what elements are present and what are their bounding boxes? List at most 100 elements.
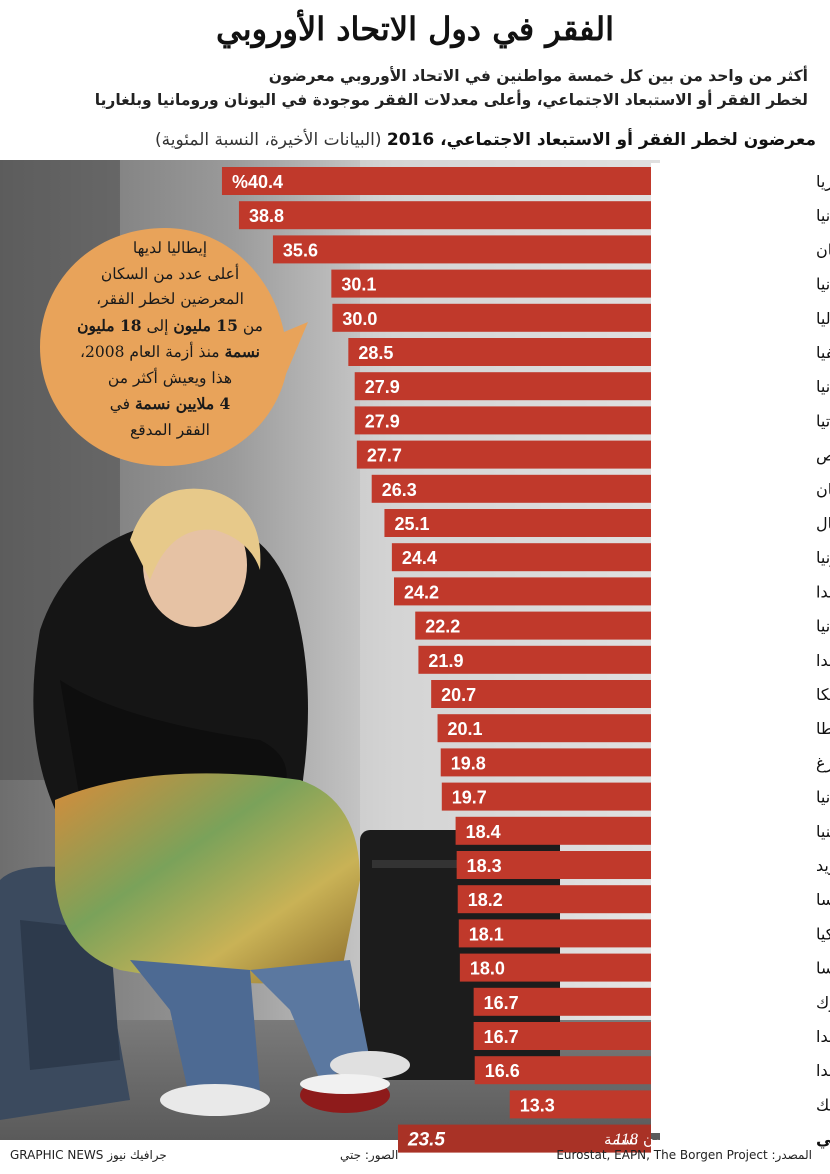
callout-18m: 18 مليون: [77, 315, 142, 335]
bar-value-label: 27.9: [365, 411, 400, 431]
bar: [331, 269, 651, 298]
label-column: [651, 163, 830, 1133]
bar-value-label: 21.9: [428, 651, 463, 671]
callout-text: إيطاليا لديها أعلى عدد من السكان المعرضي…: [52, 236, 288, 443]
eu-bar: [398, 1124, 651, 1153]
country-label: إسبانيا: [816, 377, 830, 396]
bar: [431, 680, 651, 708]
bar: [221, 167, 651, 195]
bar: [371, 474, 651, 503]
bar: [391, 543, 651, 572]
callout-since: منذ أزمة العام 2008،: [80, 343, 220, 361]
callout-to: إلى: [146, 316, 169, 335]
country-label: النمسا: [816, 959, 830, 978]
bar: [459, 953, 651, 982]
country-label: لاتفيا: [816, 343, 830, 362]
bar-value-label: 27.9: [365, 377, 400, 397]
subtitle: أكثر من واحد من بين كل خمسة مواطنين في ا…: [28, 64, 808, 112]
bar-value-label: 18.1: [469, 924, 504, 944]
bar: [458, 919, 651, 948]
bar: [440, 748, 651, 777]
bar-value-label: 24.4: [402, 548, 437, 568]
callout-line-1: إيطاليا لديها: [132, 239, 208, 257]
bar: [384, 509, 651, 537]
bar-value-label: 35.6: [283, 240, 318, 260]
country-label: اليونان: [816, 480, 830, 500]
bar-value-label: 19.8: [451, 753, 486, 773]
country-label: فنلندا: [816, 1061, 830, 1080]
bar: [437, 714, 651, 743]
country-label: بلجيكا: [816, 685, 830, 704]
subtitle-line-1: أكثر من واحد من بين كل خمسة مواطنين في ا…: [268, 67, 808, 85]
bar: [509, 1090, 651, 1119]
country-label: مالطا: [816, 719, 830, 738]
brand-credit: GRAPHIC NEWS جرافيك نيوز: [10, 1148, 167, 1162]
footer: المصدر: Eurostat, EAPN, The Borgen Proje…: [0, 1142, 830, 1174]
subtitle-line-2: لخطر الفقر أو الاستبعاد الاجتماعي، وأعلى…: [94, 91, 808, 109]
bar: [473, 987, 651, 1016]
callout-line-6: هذا ويعيش أكثر من: [107, 368, 233, 387]
bar-value-label: 20.1: [448, 719, 483, 739]
country-label: السويد: [816, 856, 830, 876]
eu-people-unit: مليون نسمة: [604, 1131, 679, 1149]
eu-people-number: 118: [614, 1130, 639, 1149]
bar: [474, 1056, 651, 1085]
bar: [354, 372, 651, 401]
bar: [354, 406, 651, 435]
chart-heading-main: معرضون لخطر الفقر أو الاستبعاد الاجتماعي…: [386, 130, 816, 150]
callout-line-7: 4 ملايين نسمة في: [52, 391, 288, 418]
country-label: ألمانيا: [816, 787, 830, 807]
bar: [455, 816, 651, 845]
bar: [473, 1022, 651, 1050]
callout-line-3: المعرضين لخطر الفقر،: [96, 290, 244, 308]
country-label: الدنمارك: [816, 993, 830, 1013]
callout-15m: 15 مليون: [173, 315, 238, 335]
country-label: سلوفينيا: [816, 822, 830, 842]
bar: [348, 338, 651, 366]
callout-line-8: الفقر المدقع: [130, 420, 210, 439]
bar-value-label: 19.7: [452, 788, 487, 808]
bar: [238, 201, 651, 230]
bar-value-label: 18.4: [466, 822, 501, 842]
bar-value-label: 30.1: [341, 275, 376, 295]
country-label: إيرلندا: [816, 582, 830, 602]
country-label: إيطاليا: [816, 309, 830, 328]
callout-line-5: نسمة منذ أزمة العام 2008،: [52, 339, 288, 366]
callout-from: من: [242, 316, 263, 335]
callout-line-4: من 15 مليون إلى 18 مليون: [52, 313, 288, 340]
eu-label: الاتحاد الأوروبي: [816, 1130, 830, 1150]
bar: [456, 851, 651, 879]
country-label: إستونيا: [816, 548, 830, 568]
country-label: ليتوانيا: [816, 275, 830, 295]
bar-value-label: %40.4: [232, 172, 283, 192]
country-label: بلغاريا: [816, 172, 830, 192]
bar-value-label: 18.2: [468, 890, 503, 910]
country-label: سلوفاكيا: [816, 924, 830, 944]
bar-value-label: 16.6: [485, 1061, 520, 1081]
bar: [332, 303, 651, 332]
country-label: جمهورية التشيك: [816, 1095, 830, 1115]
bar: [272, 235, 651, 264]
bar: [415, 611, 651, 640]
eu-value-label: 23.5: [407, 1130, 445, 1151]
country-label: قبرص: [816, 446, 830, 466]
bar: [356, 440, 651, 469]
bar: [457, 885, 651, 914]
callout-people: نسمة: [224, 342, 260, 361]
bar-value-label: 30.0: [342, 309, 377, 329]
country-label: بريطانيا: [816, 617, 830, 637]
callout-line-2: أعلى عدد من السكان: [100, 264, 240, 283]
country-label: البرتغال: [816, 514, 830, 534]
bar-value-label: 13.3: [520, 1095, 555, 1115]
bar-value-label: 27.7: [367, 446, 402, 466]
bar-value-label: 18.0: [470, 959, 505, 979]
chart-heading-note: (البيانات الأخيرة، النسبة المئوية): [155, 130, 382, 150]
callout-in: في: [109, 395, 131, 413]
bar-value-label: 22.2: [425, 617, 460, 637]
bar: [393, 577, 651, 606]
bar-value-label: 26.3: [382, 480, 417, 500]
bar-value-label: 24.2: [404, 582, 439, 602]
photo-credit: الصور: جتي: [340, 1148, 399, 1162]
bar: [418, 645, 651, 674]
country-label: بولندا: [816, 651, 830, 671]
